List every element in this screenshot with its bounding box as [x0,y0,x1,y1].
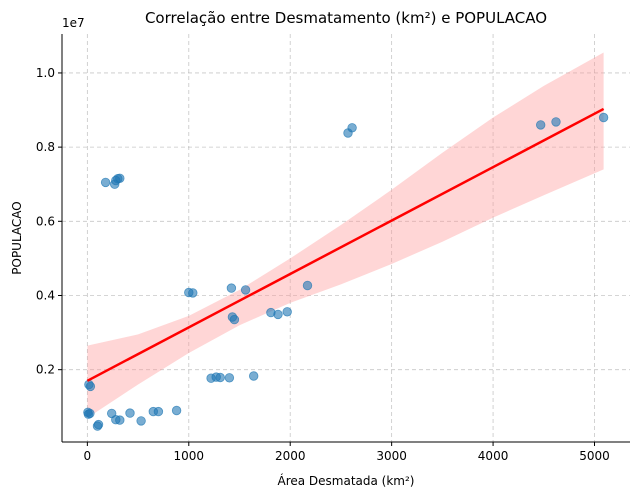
x-tick-label: 4000 [478,449,509,463]
y-tick-label: 1.0 [36,66,55,80]
x-axis-label: Área Desmatada (km²) [277,473,414,488]
regression-line [86,107,605,382]
scatter-point [347,123,357,133]
scatter-point [240,285,251,295]
scatter-point [536,120,546,130]
scatter-point [224,373,235,383]
scatter-point [100,177,111,188]
x-tick-label: 2000 [275,449,306,463]
x-tick-label: 0 [84,449,92,463]
y-offset-label: 1e7 [62,16,85,30]
y-tick-label: 0.4 [36,288,55,302]
scatter-point [598,112,609,123]
scatter-point [551,117,561,127]
regression-line-group [86,107,605,382]
scatter-point [153,406,164,417]
x-tick-label: 1000 [174,449,205,463]
y-axis-label: POPULACAO [10,201,24,274]
scatter-point [229,314,240,325]
scatter-point [282,307,292,317]
scatter-point [85,408,95,419]
y-tick-label: 0.6 [36,214,55,228]
scatter-point [136,416,146,426]
scatter-point [115,415,125,425]
scatter-points [83,112,609,431]
y-tick-label: 0.2 [36,363,55,377]
confidence-band [87,52,604,418]
x-tick-label: 3000 [376,449,407,463]
scatter-point [125,408,135,418]
scatter-point [93,419,104,430]
scatter-point [171,405,182,416]
scatter-point [215,372,225,383]
confidence-band-area [87,52,604,418]
y-tick-label: 0.8 [36,140,55,154]
ticks: 0 1000 2000 3000 4000 5000 0.2 0.4 0.6 0.8 1.0 [36,66,610,463]
axes [61,34,630,443]
scatter-point [248,371,259,381]
chart-title: Correlação entre Desmatamento (km²) e PO… [145,9,547,27]
scatter-point [302,280,313,291]
scatter-point [115,173,125,184]
scatter-point [226,283,237,293]
scatter-point [273,309,283,320]
scatter-point [84,379,94,390]
x-tick-label: 5000 [579,449,610,463]
scatter-point [188,288,198,298]
grid [62,34,630,442]
